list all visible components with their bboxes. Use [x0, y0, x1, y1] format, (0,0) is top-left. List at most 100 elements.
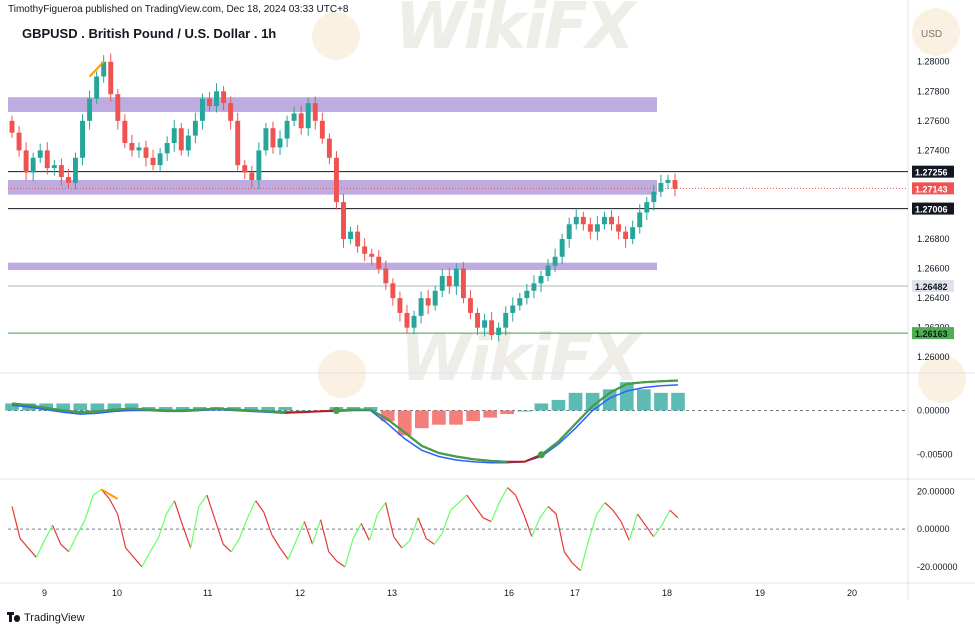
macd-tick-label: 0.00000: [917, 406, 950, 416]
oscillator-segment: [645, 524, 655, 538]
candle-body: [171, 128, 177, 143]
macd-cross-dot: [537, 451, 545, 459]
candle-body: [552, 256, 558, 266]
oscillator-segment: [539, 506, 549, 519]
oscillator-segment: [165, 500, 175, 515]
oscillator-segment: [35, 540, 46, 558]
candle-body: [277, 138, 283, 148]
oscillator-segment: [572, 562, 581, 572]
oscillator-segment: [466, 494, 476, 507]
oscillator-segment: [450, 502, 460, 511]
oscillator-segment: [287, 540, 297, 560]
price-label-value: 1.27256: [915, 168, 948, 178]
symbol-title[interactable]: GBPUSD . British Pound / U.S. Dollar . 1…: [22, 26, 277, 41]
oscillator-segment: [92, 488, 102, 496]
candle-body: [87, 98, 93, 121]
oscillator-segment: [425, 538, 435, 545]
price-tick-label: 1.27600: [917, 116, 950, 126]
oscillator-segment: [133, 557, 143, 568]
candle-body: [270, 128, 276, 148]
oscillator-segment: [125, 547, 135, 558]
candle-body: [517, 298, 523, 306]
candle-body: [30, 157, 36, 173]
date-tick-label: 13: [387, 588, 397, 598]
candle-body: [467, 298, 473, 313]
oscillator-segment: [458, 494, 468, 504]
oscillator-tick-label: -20.00000: [917, 562, 958, 572]
candle-body: [538, 275, 544, 284]
date-tick-label: 16: [504, 588, 514, 598]
price-tick-label: 1.26000: [917, 352, 950, 362]
oscillator-segment: [246, 500, 257, 519]
oscillator-segment: [11, 506, 21, 539]
macd-histogram-bar: [415, 410, 429, 429]
price-label-value: 1.27143: [915, 184, 948, 194]
candle-body: [397, 298, 403, 313]
macd-histogram-bar: [551, 399, 566, 411]
candle-body: [594, 224, 600, 232]
candle-body: [432, 290, 438, 306]
price-tick-label: 1.28000: [917, 57, 950, 67]
oscillator-segment: [669, 509, 679, 519]
candle-body: [221, 91, 227, 104]
oscillator-tick-label: 0.00000: [917, 524, 950, 534]
macd-histogram-bar: [466, 410, 480, 422]
candle-body: [672, 179, 678, 189]
oscillator-segment: [311, 519, 322, 545]
macd-histogram-bar: [244, 406, 258, 411]
oscillator-segment: [555, 513, 565, 552]
oscillator-segment: [588, 513, 598, 541]
oscillator-segment: [612, 509, 622, 522]
candle-body: [312, 103, 318, 121]
candle-body: [115, 94, 121, 121]
candle-body: [108, 61, 114, 95]
oscillator-segment: [222, 543, 232, 553]
candle-body: [524, 290, 530, 299]
macd-histogram-bar: [585, 392, 600, 411]
candle-body: [411, 315, 417, 328]
oscillator-segment: [238, 517, 249, 539]
macd-histogram-bar: [107, 403, 122, 411]
oscillator-segment: [636, 513, 646, 526]
candle-body: [376, 256, 382, 269]
oscillator-segment: [596, 502, 606, 515]
candle-body: [129, 142, 135, 151]
price-label-box: [912, 327, 954, 340]
date-tick-label: 18: [662, 588, 672, 598]
macd-histogram-bar: [637, 389, 651, 411]
candle-body: [192, 120, 198, 136]
oscillator-segment: [117, 513, 127, 549]
candle-body: [65, 176, 71, 183]
tradingview-logo-icon: [7, 612, 21, 624]
macd-histogram-bar: [175, 406, 190, 411]
candle-body: [157, 153, 163, 166]
oscillator-segment: [263, 511, 273, 535]
oscillator-segment: [157, 513, 167, 539]
currency-label[interactable]: USD: [921, 29, 943, 40]
candle-body: [199, 98, 205, 121]
oscillator-segment: [653, 524, 663, 538]
candle-body: [355, 231, 361, 247]
candle-body: [531, 283, 537, 291]
candle-body: [630, 227, 636, 240]
macd-histogram-bar: [671, 392, 685, 411]
oscillator-segment: [271, 534, 281, 549]
macd-histogram-bar: [380, 410, 395, 422]
candle-body: [319, 120, 325, 139]
oscillator-segment: [68, 534, 78, 553]
oscillator-segment: [84, 494, 94, 520]
footer-brand[interactable]: TradingView: [7, 612, 85, 624]
macd-histogram-bar: [517, 410, 532, 412]
oscillator-segment: [433, 532, 443, 545]
macd-cross-dot: [332, 407, 340, 415]
oscillator-segment: [401, 540, 411, 549]
oscillator-segment: [303, 521, 314, 545]
oscillator-segment: [441, 510, 452, 534]
oscillator-segment: [368, 513, 379, 541]
candle-body: [637, 212, 643, 228]
candle-body: [80, 120, 86, 158]
oscillator-segment: [604, 502, 614, 511]
candle-body: [256, 150, 262, 180]
candle-body: [623, 231, 629, 240]
